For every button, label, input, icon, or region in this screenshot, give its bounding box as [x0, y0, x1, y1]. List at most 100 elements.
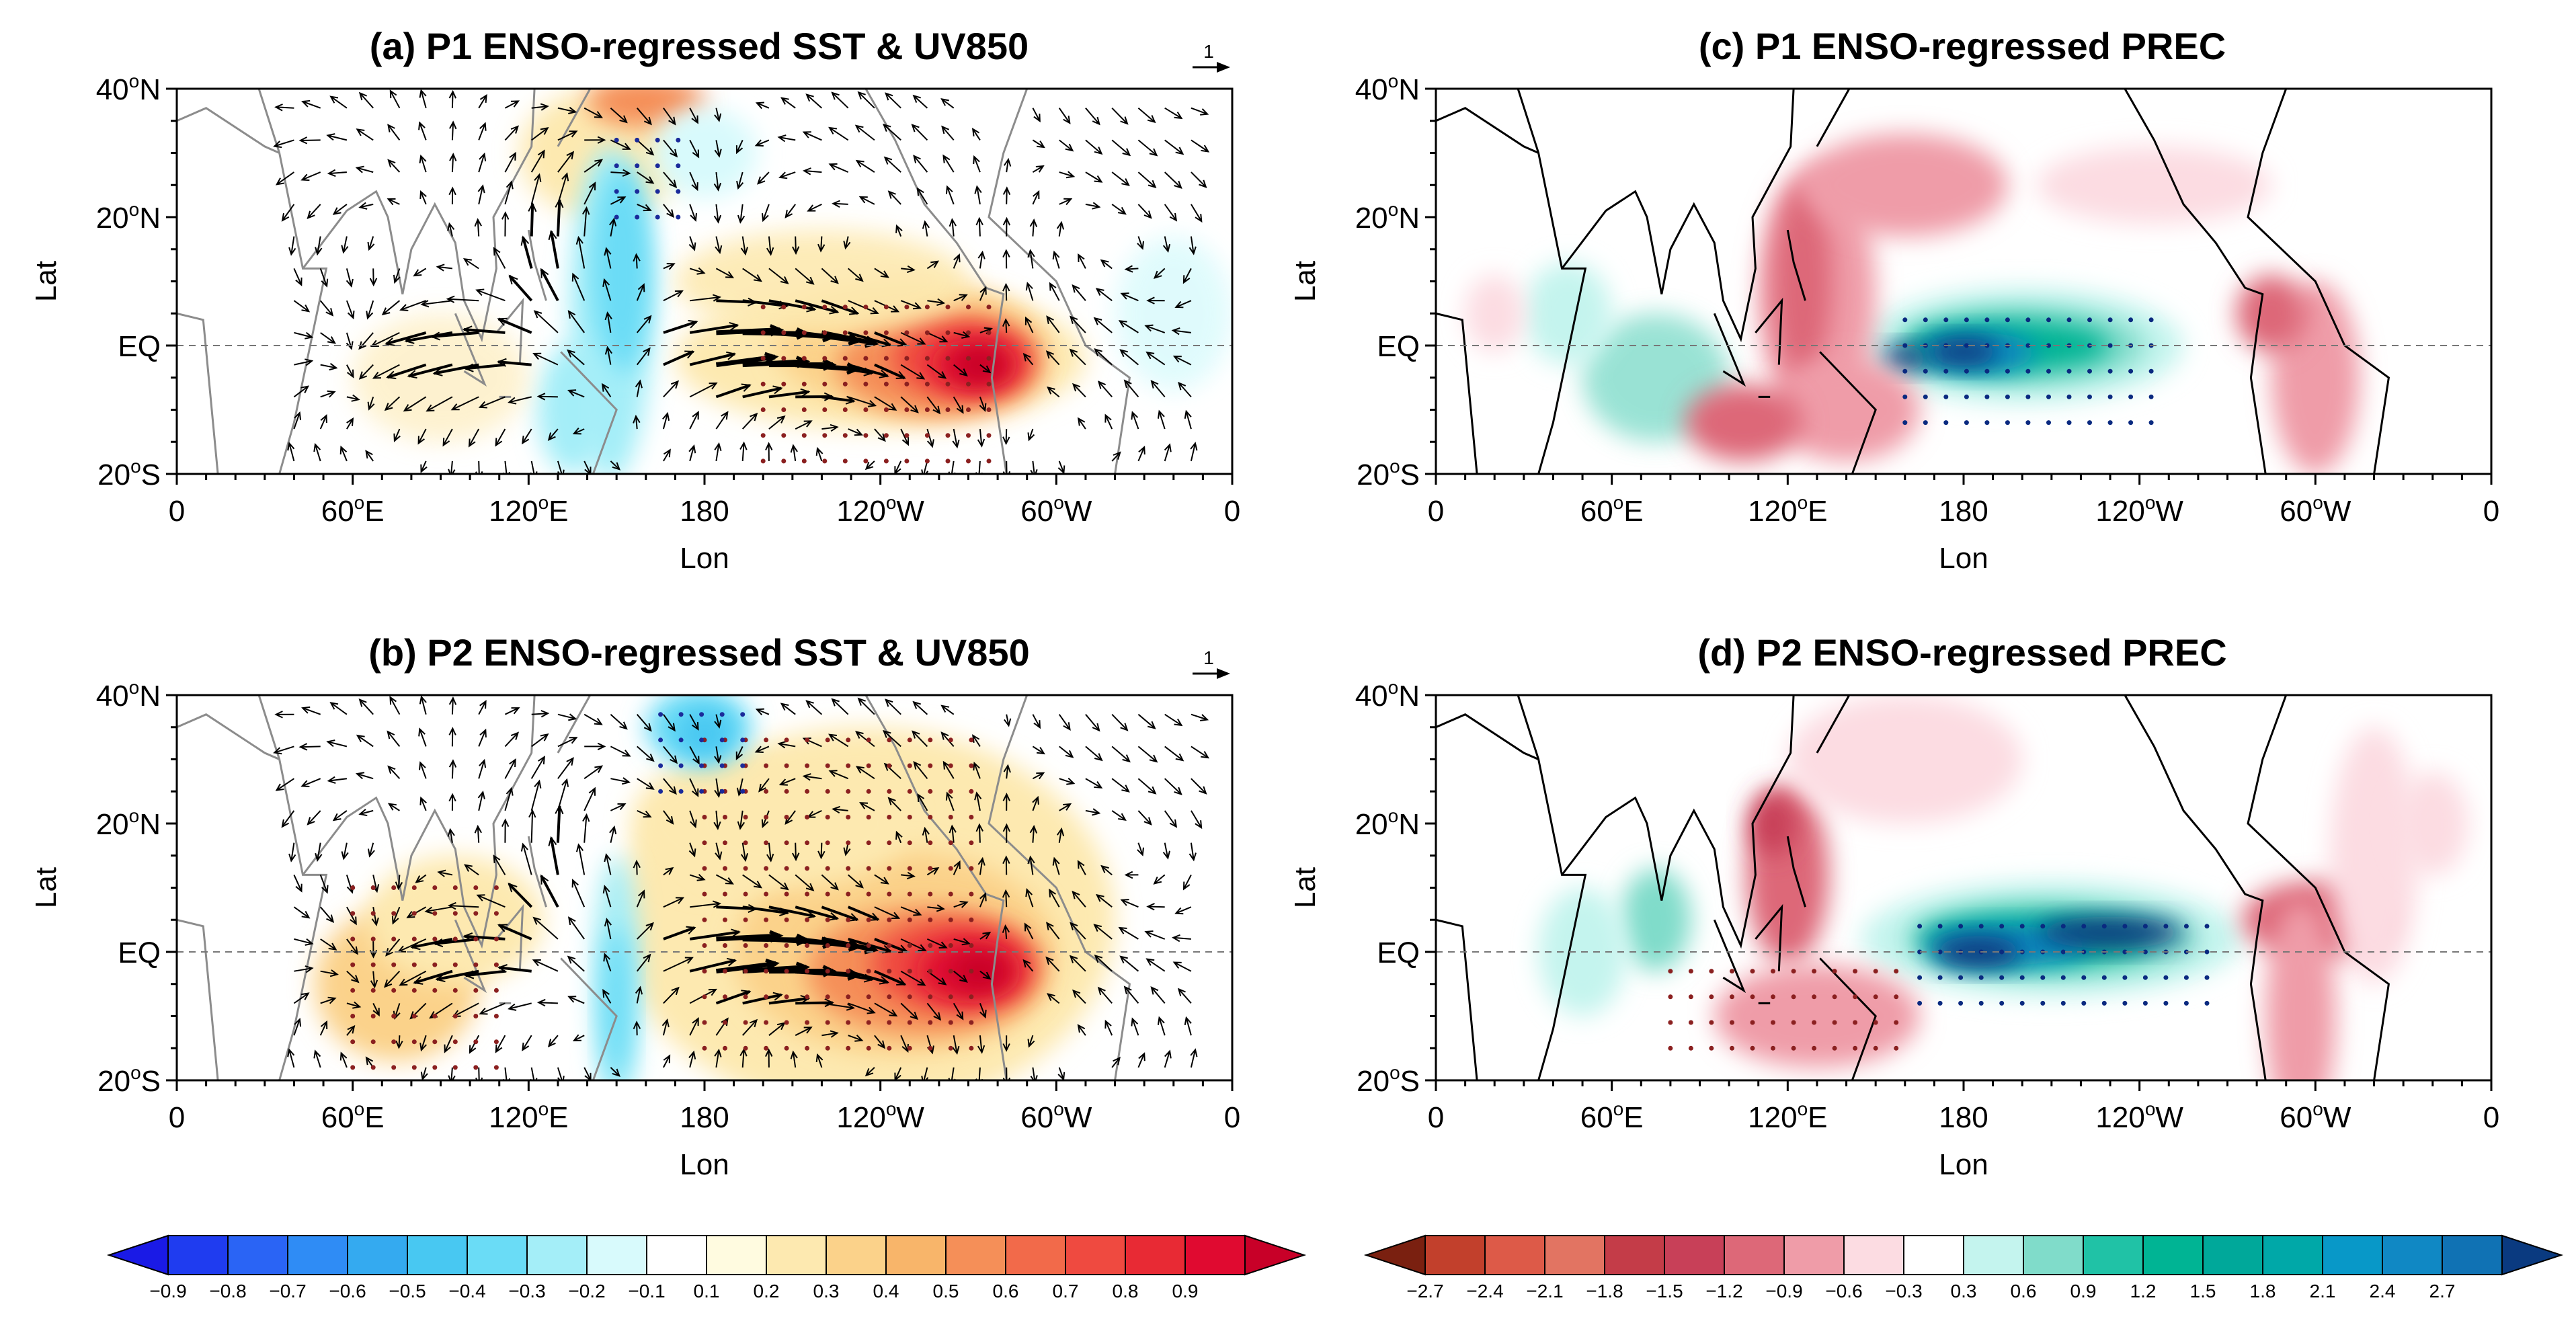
reference-vector: 1: [1193, 41, 1230, 73]
colorbar-label: −2.4: [1466, 1281, 1503, 1301]
colorbar-label: 2.7: [2429, 1281, 2456, 1301]
y-axis-label: Lat: [30, 867, 63, 908]
colorbar-swatch: [467, 1235, 528, 1275]
colorbar-swatch: [1724, 1235, 1785, 1275]
x-tick-label: 120oE: [489, 1098, 568, 1134]
x-axis-label: Lon: [1939, 542, 1988, 575]
x-tick-label: 0: [1224, 495, 1240, 528]
x-axis-label: Lon: [1939, 1148, 1988, 1181]
colorbar-label: 0.9: [1172, 1281, 1199, 1301]
x-tick-label: 60oE: [1580, 1098, 1644, 1134]
sst-field: [314, 695, 1115, 1080]
colorbar-swatch: [766, 1235, 827, 1275]
x-tick-label: 0: [1428, 495, 1444, 528]
x-tick-label: 0: [169, 1101, 185, 1134]
panel-c: (c) P1 ENSO-regressed PREC 0 60oE 120oE 180…: [1289, 25, 2499, 575]
colorbar-label: 1.8: [2250, 1281, 2276, 1301]
x-tick-label: 60oE: [321, 1098, 385, 1134]
sst-field: [352, 89, 1232, 474]
x-tick-label: 120oW: [836, 1098, 924, 1134]
colorbar-swatch: [586, 1235, 647, 1275]
x-tick-label: 180: [680, 1101, 729, 1134]
colorbar-swatch: [347, 1235, 408, 1275]
significance-dots: [614, 137, 992, 464]
colorbar-label: 1.2: [2130, 1281, 2157, 1301]
colorbar-swatch: [2083, 1235, 2144, 1275]
x-tick-label: 0: [1428, 1101, 1444, 1134]
y-tick-label: EQ: [118, 936, 161, 969]
colorbar-swatch: [2322, 1235, 2383, 1275]
colorbar-label: 0.8: [1113, 1281, 1139, 1301]
colorbar-swatch: [885, 1235, 947, 1275]
x-tick-label: 0: [1224, 1101, 1240, 1134]
colorbar-label: 0.1: [694, 1281, 720, 1301]
x-tick-label: 60oW: [2280, 492, 2351, 528]
colorbar-label: −0.1: [628, 1281, 665, 1301]
colorbar-swatch: [1484, 1235, 1545, 1275]
colorbar-swatch: [1544, 1235, 1605, 1275]
colorbar-swatch: [1184, 1235, 1246, 1275]
y-tick-label: 20oN: [1355, 805, 1420, 841]
colorbar-swatch: [2262, 1235, 2323, 1275]
panel-title: (c) P1 ENSO-regressed PREC: [1699, 25, 2226, 67]
colorbar-swatch: [2142, 1235, 2204, 1275]
x-tick-label: 180: [1939, 1101, 1988, 1134]
colorbar-swatch: [646, 1235, 707, 1275]
y-tick-label: EQ: [118, 330, 161, 363]
colorbar-swatch: [526, 1235, 588, 1275]
y-tick-label: 20oS: [97, 1062, 161, 1098]
x-axis-label: Lon: [680, 1148, 729, 1181]
reference-vector-label: 1: [1203, 647, 1214, 668]
reference-vector: 1: [1193, 647, 1230, 679]
x-tick-label: 120oE: [1748, 492, 1827, 528]
y-tick-label: 20oS: [1357, 1062, 1420, 1098]
colorbar-label: −1.5: [1646, 1281, 1683, 1301]
significance-dots: [350, 712, 974, 1070]
y-axis-label: Lat: [1289, 261, 1322, 302]
axes: 0 60oE 120oE 180 120oW 60oW 0 40oN 20oN EQ 20oS Lon…: [30, 71, 1240, 575]
colorbar-arrow-low: [1363, 1234, 1426, 1276]
x-tick-label: 0: [2483, 495, 2499, 528]
colorbar-label: 0.5: [933, 1281, 959, 1301]
colorbar-label: 0.9: [2070, 1281, 2097, 1301]
y-tick-label: 40oN: [96, 71, 161, 106]
colorbar-label: 0.7: [1053, 1281, 1079, 1301]
y-tick-label: 20oN: [96, 199, 161, 235]
colorbar-label: 0.3: [1951, 1281, 1977, 1301]
significance-dots: [1668, 924, 2210, 1051]
colorbar-swatch: [1424, 1235, 1486, 1275]
colorbar-swatch: [1963, 1235, 2024, 1275]
colorbar-swatch: [167, 1235, 229, 1275]
panel-d: (d) P2 ENSO-regressed PREC 0 60oE 120oE 180…: [1289, 631, 2499, 1181]
y-tick-label: 40oN: [1355, 71, 1420, 106]
axes: 0 60oE 120oE 180 120oW 60oW 0 40oN 20oN EQ 20oS Lon…: [1289, 71, 2499, 575]
axes: 0 60oE 120oE 180 120oW 60oW 0 40oN 20oN EQ 20oS Lon…: [30, 677, 1240, 1181]
colorbar-swatch: [227, 1235, 288, 1275]
colorbar-arrow-high: [1244, 1234, 1307, 1276]
colorbar-swatch: [2023, 1235, 2084, 1275]
y-tick-label: EQ: [1377, 936, 1420, 969]
x-tick-label: 120oW: [2095, 492, 2183, 528]
x-tick-label: 180: [1939, 495, 1988, 528]
colorbar-swatch: [945, 1235, 1006, 1275]
colorbar-label: −0.6: [1825, 1281, 1862, 1301]
colorbar-label: 0.4: [873, 1281, 899, 1301]
colorbar-swatch: [826, 1235, 887, 1275]
colorbar-label: −0.5: [389, 1281, 426, 1301]
colorbar-label: 0.6: [2011, 1281, 2037, 1301]
x-tick-label: 120oE: [1748, 1098, 1827, 1134]
colorbar-swatch: [2382, 1235, 2443, 1275]
colorbar-swatch: [407, 1235, 468, 1275]
colorbar-swatch: [1843, 1235, 1904, 1275]
land-outline: [1436, 89, 2390, 474]
wind-vectors: [273, 89, 1210, 474]
colorbar-label: −2.7: [1406, 1281, 1443, 1301]
land-outline: [1436, 695, 2390, 1080]
x-tick-label: 60oW: [1020, 1098, 1092, 1134]
colorbar-label: −1.2: [1705, 1281, 1742, 1301]
land-outline: [177, 89, 1131, 474]
x-tick-label: 180: [680, 495, 729, 528]
colorbar-label: −0.3: [1885, 1281, 1922, 1301]
colorbar-label: −0.2: [568, 1281, 605, 1301]
